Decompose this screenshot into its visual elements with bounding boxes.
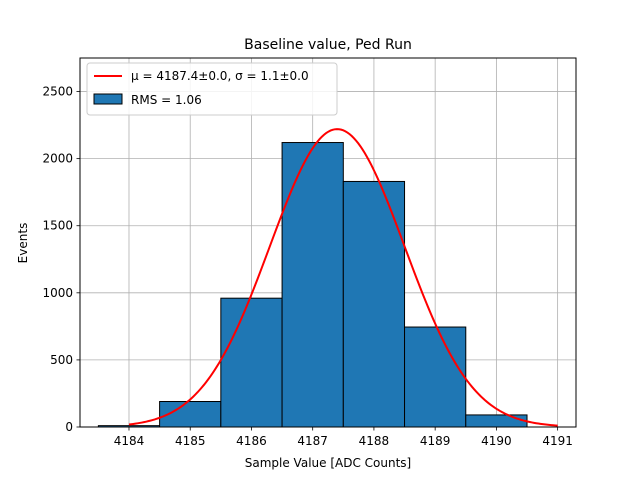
y-axis-ticks: 0 500 1000 1500 2000 2500 (42, 85, 80, 434)
legend-box (86, 62, 338, 116)
y-tick-label: 1000 (42, 286, 73, 300)
y-tick-label: 2000 (42, 152, 73, 166)
legend-histogram-swatch (93, 93, 123, 105)
x-tick-label: 4185 (175, 434, 206, 448)
histogram-bar (342, 180, 406, 428)
chart-title: Baseline value, Ped Run (244, 37, 412, 53)
legend-histogram-label: RMS = 1.06 (131, 93, 202, 107)
x-tick-label: 4186 (236, 434, 267, 448)
legend: μ = 4187.4±0.0, σ = 1.1±0.0 RMS = 1.06 (86, 62, 338, 116)
x-tick-label: 4189 (420, 434, 451, 448)
x-axis-ticks: 4184 4185 4186 4187 4188 4189 4190 4191 (114, 427, 573, 448)
fit-curve (128, 128, 558, 427)
y-axis-label: Events (16, 223, 30, 264)
y-tick-label: 1500 (42, 219, 73, 233)
gaussian-fit (128, 128, 558, 427)
x-tick-label: 4190 (481, 434, 512, 448)
plot-frame (79, 57, 577, 428)
y-tick-label: 500 (50, 353, 73, 367)
x-tick-label: 4187 (297, 434, 328, 448)
x-tick-label: 4184 (114, 434, 145, 448)
y-tick-label: 0 (65, 420, 73, 434)
x-tick-label: 4191 (542, 434, 573, 448)
histogram-bar (281, 142, 344, 428)
legend-fit-label: μ = 4187.4±0.0, σ = 1.1±0.0 (131, 69, 309, 83)
y-tick-label: 2500 (42, 85, 73, 99)
x-tick-label: 4188 (359, 434, 390, 448)
histogram-bar (159, 401, 222, 428)
histogram-bar (465, 414, 528, 428)
histogram-bar (220, 297, 283, 428)
histogram-bar (404, 326, 467, 428)
x-axis-label: Sample Value [ADC Counts] (245, 456, 411, 470)
